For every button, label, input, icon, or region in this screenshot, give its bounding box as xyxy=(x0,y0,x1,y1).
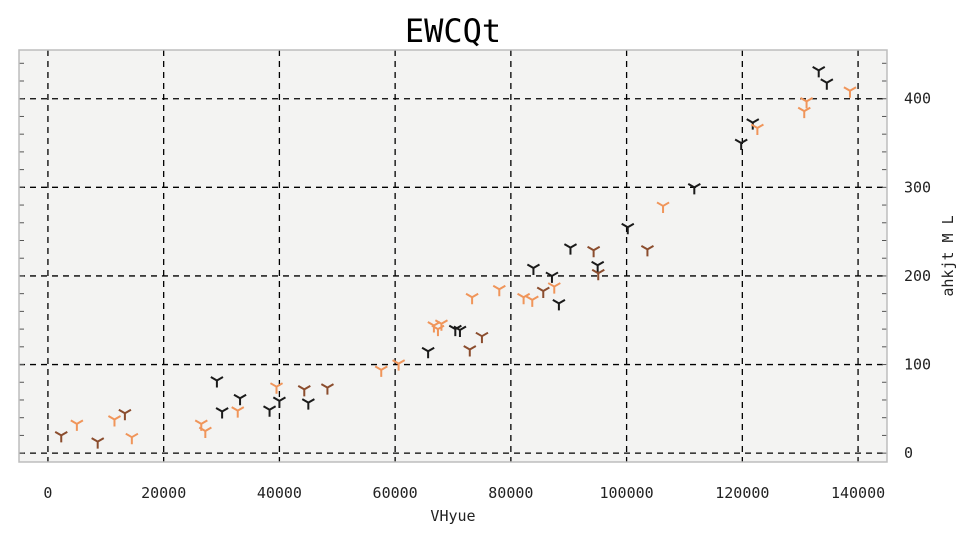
scatter-point xyxy=(198,426,212,438)
y-tick-label: 300 xyxy=(904,178,931,196)
scatter-point xyxy=(272,396,286,408)
x-tick-label: 20000 xyxy=(141,484,186,502)
y-axis-label: ahkjt M L xyxy=(939,215,957,296)
scatter-point xyxy=(526,263,540,275)
scatter-point xyxy=(465,292,479,305)
x-tick-label: 140000 xyxy=(831,484,885,502)
scatter-point xyxy=(552,299,566,311)
scatter-point xyxy=(118,408,132,421)
scatter-point xyxy=(231,406,245,418)
scatter-point xyxy=(591,260,605,273)
tick-labels: 0 20000 40000 60000 80000 100000 120000 140000 0… xyxy=(43,90,931,502)
scatter-point xyxy=(563,243,578,255)
axis-ticks xyxy=(19,62,887,454)
data-points xyxy=(54,66,857,449)
plot-area xyxy=(19,50,887,462)
grid-lines xyxy=(19,50,887,462)
chart-title: EWCQt xyxy=(405,12,501,50)
scatter-point xyxy=(54,431,68,443)
scatter-point xyxy=(750,123,764,135)
y-tick-label: 400 xyxy=(904,90,931,108)
scatter-point xyxy=(734,138,748,151)
scatter-point xyxy=(820,78,834,90)
scatter-point xyxy=(621,222,635,235)
x-tick-label: 40000 xyxy=(257,484,302,502)
scatter-point xyxy=(453,325,467,337)
scatter-point xyxy=(297,384,311,397)
scatter-point xyxy=(843,86,857,98)
scatter-point xyxy=(797,106,811,119)
plot-frame xyxy=(18,49,888,463)
scatter-point xyxy=(492,284,506,297)
scatter-point xyxy=(525,295,539,307)
scatter-point xyxy=(269,382,284,394)
scatter-point xyxy=(215,407,229,419)
scatter-point xyxy=(536,286,550,298)
scatter-point xyxy=(587,245,601,258)
x-axis-label: VHyue xyxy=(430,507,475,525)
scatter-point xyxy=(547,282,561,294)
y-tick-label: 200 xyxy=(904,267,931,285)
scatter-point xyxy=(125,432,139,445)
x-tick-label: 80000 xyxy=(488,484,533,502)
scatter-point xyxy=(392,359,406,371)
x-tick-label: 0 xyxy=(43,484,52,502)
scatter-point xyxy=(545,271,559,283)
scatter-point xyxy=(263,405,277,417)
y-tick-label: 0 xyxy=(904,444,913,462)
y-tick-label: 100 xyxy=(904,356,931,374)
scatter-point xyxy=(517,292,531,305)
scatter-point xyxy=(656,201,670,213)
scatter-point xyxy=(475,331,489,344)
scatter-point xyxy=(434,319,448,331)
scatter-point xyxy=(374,365,388,377)
scatter-point xyxy=(70,419,84,431)
scatter-point xyxy=(421,346,435,359)
scatter-point xyxy=(210,376,224,388)
scatter-point xyxy=(800,97,814,109)
scatter-point xyxy=(233,393,247,406)
scatter-point xyxy=(463,345,477,357)
scatter-point xyxy=(107,415,122,427)
x-tick-label: 100000 xyxy=(600,484,654,502)
x-tick-label: 120000 xyxy=(715,484,769,502)
scatter-point xyxy=(591,268,605,281)
scatter-point xyxy=(687,182,701,195)
scatter-point xyxy=(320,383,334,395)
scatter-point xyxy=(640,244,654,257)
x-tick-label: 60000 xyxy=(373,484,418,502)
scatter-point xyxy=(301,398,315,410)
scatter-point xyxy=(812,66,826,78)
scatter-point xyxy=(91,437,105,449)
